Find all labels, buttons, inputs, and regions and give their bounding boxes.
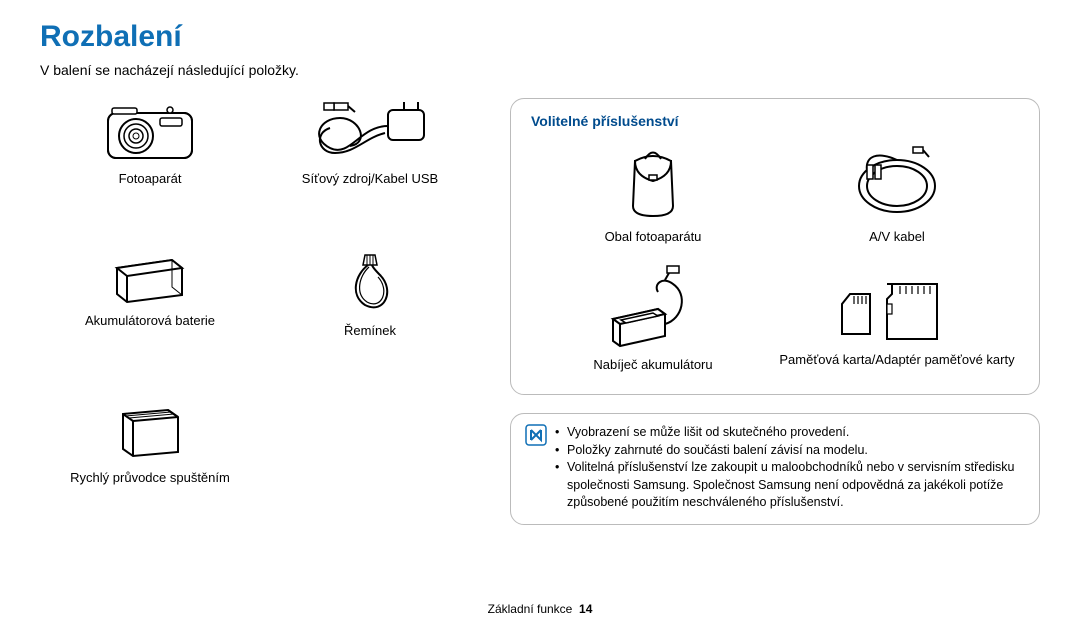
note-item: Volitelná příslušenství lze zakoupit u m… (555, 459, 1025, 512)
battery-icon (107, 250, 192, 305)
avcable-icon (847, 141, 947, 221)
info-icon (525, 424, 547, 512)
adapter-icon (300, 98, 440, 163)
case-label: Obal fotoaparátu (605, 229, 702, 244)
guide-icon (113, 402, 188, 462)
charger-label: Nabíječ akumulátoru (593, 357, 712, 372)
item-guide: Rychlý průvodce spuštěním (70, 402, 230, 524)
guide-label: Rychlý průvodce spuštěním (70, 470, 230, 485)
note-list: Vyobrazení se může lišit od skutečného p… (555, 424, 1025, 512)
camera-label: Fotoaparát (119, 171, 182, 186)
page-title: Rozbalení (40, 20, 1040, 54)
case-icon (623, 141, 683, 221)
page-number: 14 (579, 602, 592, 616)
item-memory: Paměťová karta/Adaptér paměťové karty (779, 264, 1014, 372)
item-adapter: Síťový zdroj/Kabel USB (300, 98, 440, 225)
note-item: Položky zahrnuté do součásti balení závi… (555, 442, 1025, 460)
strap-icon (335, 250, 405, 315)
item-avcable: A/V kabel (847, 141, 947, 244)
adapter-label: Síťový zdroj/Kabel USB (302, 171, 438, 186)
battery-label: Akumulátorová baterie (85, 313, 215, 328)
camera-icon (100, 98, 200, 163)
charger-icon (603, 264, 703, 349)
included-items-grid: Fotoaparát Síťový zdroj/Kabel USB (40, 98, 480, 525)
item-case: Obal fotoaparátu (605, 141, 702, 244)
note-item: Vyobrazení se může lišit od skutečného p… (555, 424, 1025, 442)
item-battery: Akumulátorová baterie (85, 250, 215, 377)
avcable-label: A/V kabel (869, 229, 925, 244)
item-camera: Fotoaparát (100, 98, 200, 225)
optional-heading: Volitelné příslušenství (531, 113, 1019, 129)
page-footer: Základní funkce 14 (0, 602, 1080, 616)
note-box: Vyobrazení se může lišit od skutečného p… (510, 413, 1040, 525)
optional-grid: Obal fotoaparátu A/V kabel (531, 141, 1019, 372)
item-charger: Nabíječ akumulátoru (593, 264, 712, 372)
strap-label: Řemínek (344, 323, 396, 338)
memory-icon (832, 264, 962, 344)
memory-label: Paměťová karta/Adaptér paměťové karty (779, 352, 1014, 367)
right-column: Volitelné příslušenství Obal fotoaparátu (510, 98, 1040, 525)
item-strap: Řemínek (335, 250, 405, 377)
optional-accessories-box: Volitelné příslušenství Obal fotoaparátu (510, 98, 1040, 395)
intro-text: V balení se nacházejí následující položk… (40, 62, 1040, 78)
footer-section: Základní funkce (488, 602, 573, 616)
content-columns: Fotoaparát Síťový zdroj/Kabel USB (40, 98, 1040, 525)
